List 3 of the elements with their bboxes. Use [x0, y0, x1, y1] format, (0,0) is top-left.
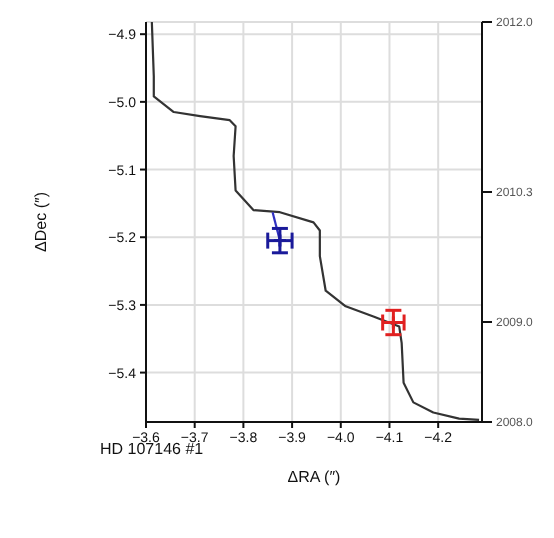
text: HD 107146 #1 [100, 440, 204, 458]
x-axis-title: ΔRA (″) [287, 468, 342, 486]
y-axis-title: ΔDec (″) [31, 191, 50, 252]
